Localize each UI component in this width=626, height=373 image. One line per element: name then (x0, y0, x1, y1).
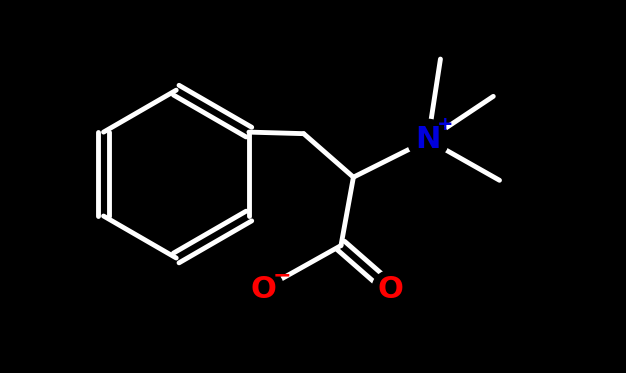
Circle shape (372, 270, 409, 308)
Text: +: + (437, 115, 454, 134)
Text: N: N (415, 125, 441, 154)
Text: −: − (272, 266, 291, 285)
Circle shape (243, 269, 284, 310)
Text: O: O (377, 275, 404, 304)
Circle shape (408, 119, 448, 160)
Text: O: O (250, 275, 276, 304)
